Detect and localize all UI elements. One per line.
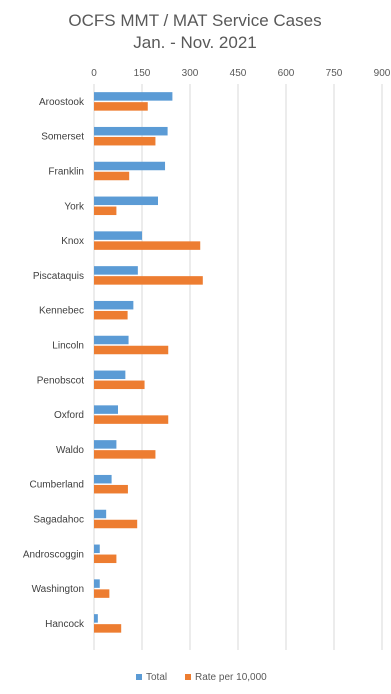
- bar-rate-piscataquis: [94, 276, 203, 285]
- x-tick-label-900: 900: [374, 68, 391, 79]
- bar-total-kennebec: [94, 300, 134, 310]
- bar-rate-franklin: [94, 171, 130, 181]
- bar-rate-kennebec: [94, 310, 128, 320]
- bar-total-aroostook: [94, 92, 173, 101]
- bar-total-penobscot: [94, 370, 126, 380]
- bar-total-waldo: [94, 440, 117, 449]
- bar-total-hancock: [94, 614, 98, 623]
- bar-rate-oxford: [94, 415, 169, 424]
- category-label-waldo: Waldo: [56, 445, 84, 456]
- category-label-aroostook: Aroostook: [39, 97, 85, 108]
- legend-item-rate-swatch: [185, 674, 191, 680]
- category-label-somerset: Somerset: [41, 132, 84, 143]
- category-labels: Aroostook Somerset Franklin York Knox Piscata…: [23, 97, 85, 630]
- bar-rate-aroostook: [94, 102, 148, 111]
- bar-total-lincoln: [94, 335, 129, 345]
- bar-total-oxford: [94, 405, 118, 414]
- category-label-knox: Knox: [61, 236, 84, 247]
- x-tick-label-450: 450: [230, 68, 247, 79]
- bar-total-washington: [94, 579, 100, 588]
- category-label-kennebec: Kennebec: [39, 306, 84, 317]
- category-label-hancock: Hancock: [45, 619, 85, 630]
- bar-rate-washington: [94, 589, 110, 598]
- category-label-piscataquis: Piscataquis: [33, 271, 84, 282]
- chart-title: OCFS MMT / MAT Service Cases: [68, 11, 321, 30]
- category-label-sagadahoc: Sagadahoc: [33, 515, 84, 526]
- bar-total-sagadahoc: [94, 509, 107, 519]
- category-label-york: York: [64, 201, 85, 212]
- bar-rate-sagadahoc: [94, 519, 138, 529]
- gridlines: [93, 84, 383, 650]
- x-tick-label-300: 300: [182, 68, 199, 79]
- x-tick-label-600: 600: [278, 68, 295, 79]
- category-label-cumberland: Cumberland: [30, 480, 84, 491]
- bar-rate-somerset: [94, 136, 156, 146]
- x-tick-label-150: 150: [134, 68, 151, 79]
- legend-item-rate-label: Rate per 10,000: [195, 672, 267, 683]
- bar-rate-waldo: [94, 450, 156, 459]
- category-label-washington: Washington: [32, 584, 84, 595]
- bars: [94, 92, 203, 633]
- bar-total-somerset: [94, 126, 168, 136]
- bar-total-cumberland: [94, 474, 112, 484]
- bar-rate-androscoggin: [94, 554, 117, 564]
- bar-total-androscoggin: [94, 544, 100, 554]
- legend-item-total-swatch: [136, 674, 142, 680]
- bar-total-franklin: [94, 161, 166, 171]
- chart-subtitle: Jan. - Nov. 2021: [133, 33, 256, 52]
- category-label-androscoggin: Androscoggin: [23, 549, 84, 560]
- bar-total-york: [94, 196, 158, 206]
- category-label-lincoln: Lincoln: [52, 341, 84, 352]
- category-label-franklin: Franklin: [48, 167, 84, 178]
- bar-rate-york: [94, 206, 117, 216]
- category-label-penobscot: Penobscot: [37, 375, 84, 386]
- bar-rate-cumberland: [94, 484, 128, 494]
- bar-rate-knox: [94, 241, 201, 250]
- bar-total-knox: [94, 231, 142, 240]
- bar-rate-hancock: [94, 624, 122, 633]
- bar-total-piscataquis: [94, 266, 138, 275]
- x-tick-label-750: 750: [326, 68, 343, 79]
- bar-rate-penobscot: [94, 380, 145, 390]
- x-tick-label-0: 0: [91, 68, 97, 79]
- legend: Total Rate per 10,000: [136, 672, 267, 683]
- category-label-oxford: Oxford: [54, 410, 84, 421]
- bar-rate-lincoln: [94, 345, 169, 355]
- x-axis-ticks: 0 150 300 450 600 750 900: [91, 68, 391, 79]
- legend-item-total-label: Total: [146, 672, 167, 683]
